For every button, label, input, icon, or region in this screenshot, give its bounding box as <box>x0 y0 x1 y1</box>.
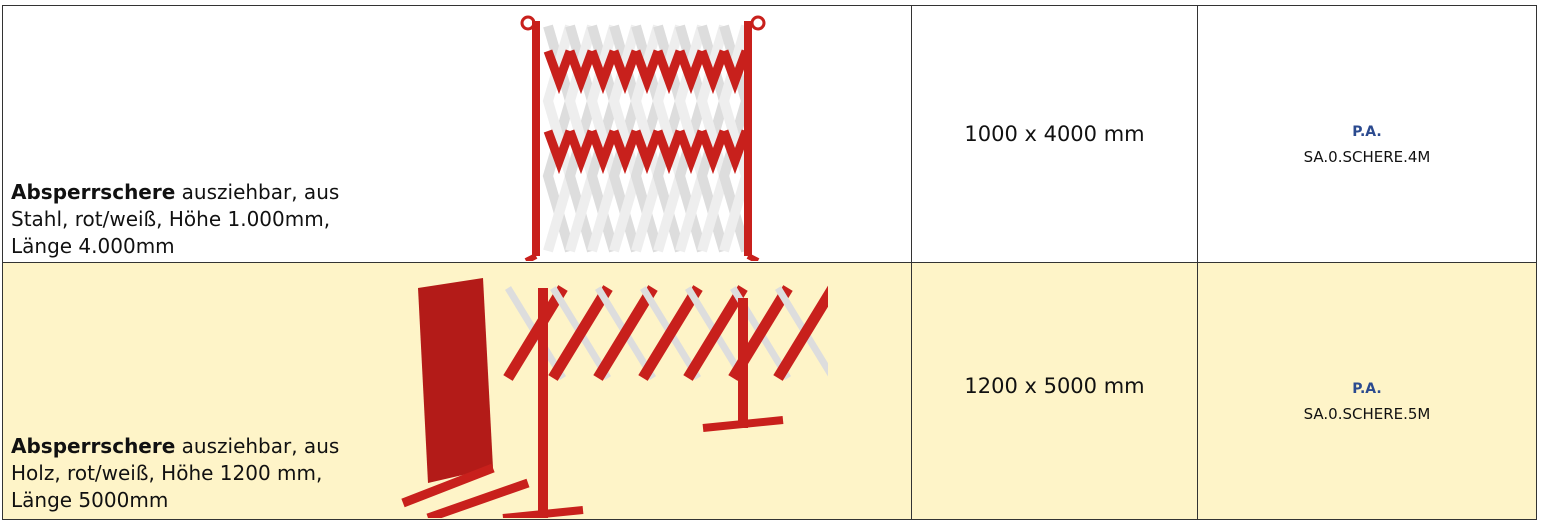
product-image <box>401 278 828 518</box>
size: 1000 x 4000 mm <box>964 122 1145 146</box>
row-1-size-cell: 1200 x 5000 mm <box>911 262 1198 520</box>
row-1-description-cell: Absperrschere ausziehbar, aus Holz, rot/… <box>2 262 912 520</box>
row-0-size-cell: 1000 x 4000 mm <box>911 5 1198 263</box>
row-0-code-cell: P.A. SA.0.SCHERE.4M <box>1197 5 1537 263</box>
image-part <box>750 15 766 31</box>
code-block: P.A. SA.0.SCHERE.4M <box>1198 124 1536 166</box>
code-block: P.A. SA.0.SCHERE.5M <box>1198 381 1536 423</box>
image-part <box>675 129 707 175</box>
image-part <box>538 288 548 518</box>
description-bold: Absperrschere <box>11 434 176 458</box>
image-part <box>532 21 540 256</box>
description: Absperrschere ausziehbar, aus Holz, rot/… <box>11 433 356 514</box>
description-text: ausziehbar, aus Stahl, rot/weiß, Höhe 1.… <box>11 180 340 258</box>
image-part <box>426 478 530 518</box>
image-part <box>702 416 784 432</box>
image-part <box>609 49 641 95</box>
image-part <box>548 285 613 381</box>
image-part <box>401 463 495 508</box>
code-label: P.A. <box>1352 124 1382 140</box>
image-part <box>697 49 729 95</box>
image-part <box>697 129 729 175</box>
image-part <box>608 24 642 253</box>
image-part <box>543 49 575 95</box>
image-part <box>564 24 598 253</box>
image-part <box>593 285 658 381</box>
code: SA.0.SCHERE.4M <box>1303 148 1431 166</box>
image-part <box>773 285 828 381</box>
size: 1200 x 5000 mm <box>964 374 1145 398</box>
image-part <box>652 24 686 253</box>
image-part <box>744 21 752 256</box>
image-part <box>674 24 708 253</box>
image-part <box>719 129 751 175</box>
product-image <box>520 15 766 261</box>
row-0-description-cell: Absperrschere ausziehbar, aus Stahl, rot… <box>2 5 912 263</box>
image-part <box>746 253 760 261</box>
image-part <box>587 49 619 95</box>
image-part <box>631 129 663 175</box>
image-part <box>630 24 664 253</box>
description: Absperrschere ausziehbar, aus Stahl, rot… <box>11 179 356 260</box>
image-part <box>542 24 576 253</box>
image-part <box>675 49 707 95</box>
image-part <box>683 285 748 381</box>
code-label: P.A. <box>1352 381 1382 397</box>
image-part <box>520 15 536 31</box>
image-part <box>738 298 748 428</box>
description-text: ausziehbar, aus Holz, rot/weiß, Höhe 120… <box>11 434 340 512</box>
image-part <box>696 24 730 253</box>
image-part <box>565 129 597 175</box>
image-part <box>543 129 575 175</box>
image-part <box>609 129 641 175</box>
image-part <box>719 49 751 95</box>
image-part <box>653 49 685 95</box>
image-part <box>586 24 620 253</box>
image-part <box>638 285 703 381</box>
description-bold: Absperrschere <box>11 180 176 204</box>
image-part <box>418 278 493 483</box>
image-part <box>503 285 568 381</box>
row-1-code-cell: P.A. SA.0.SCHERE.5M <box>1197 262 1537 520</box>
image-part <box>565 49 597 95</box>
image-part <box>524 253 538 261</box>
image-part <box>631 49 663 95</box>
image-part <box>718 24 752 253</box>
image-part <box>653 129 685 175</box>
image-part <box>587 129 619 175</box>
code: SA.0.SCHERE.5M <box>1303 405 1431 423</box>
